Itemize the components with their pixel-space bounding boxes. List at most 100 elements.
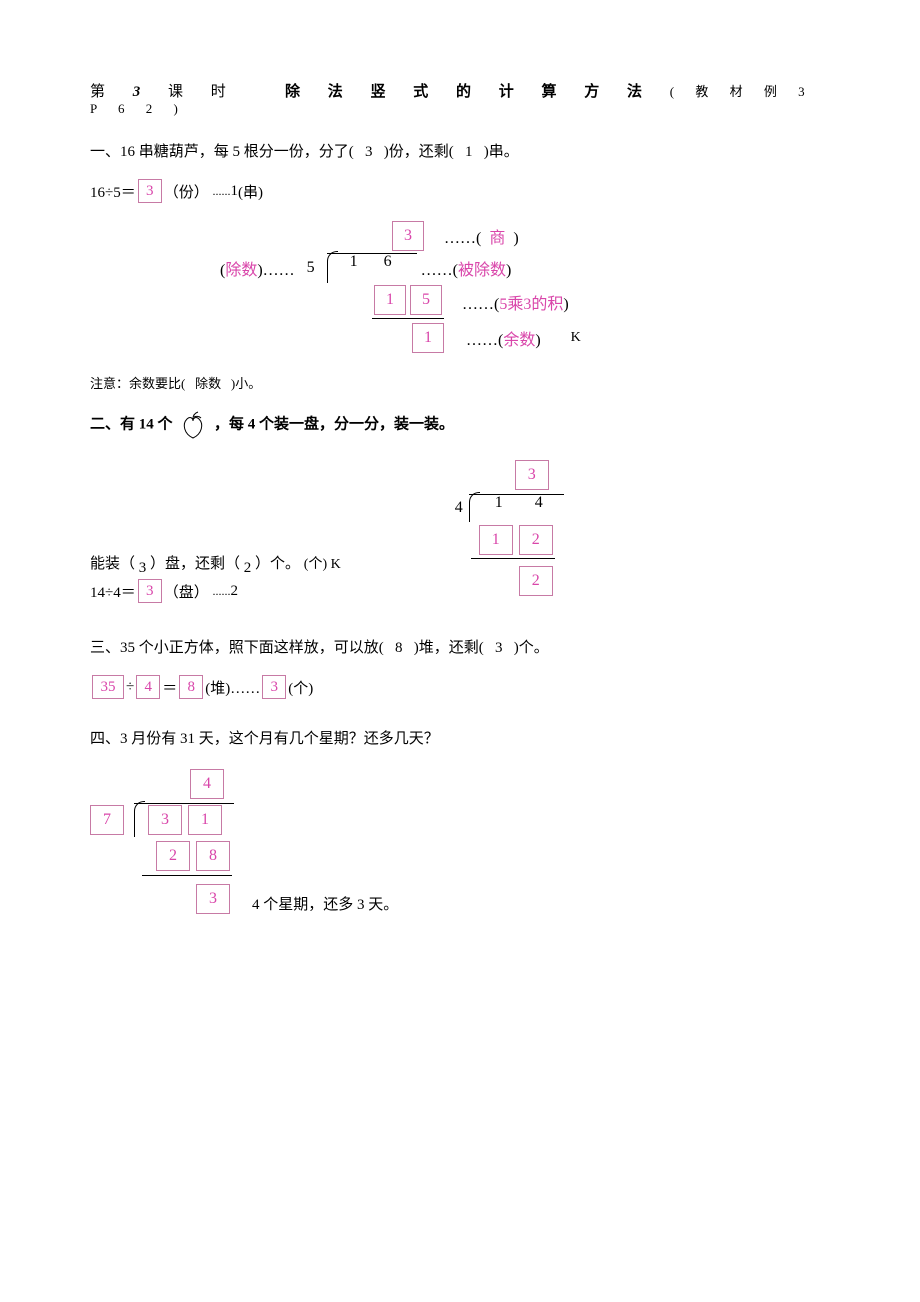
q1-div-quotient: 3 xyxy=(392,221,424,251)
q2-left-b: ）盘，还剩（ xyxy=(150,556,240,572)
q2-eq-b: （盘） xyxy=(164,581,209,602)
title-main: 除 法 竖 式 的 计 算 方 法 xyxy=(285,84,654,100)
q1-eq-box: 3 xyxy=(138,179,162,203)
q2-div-p1: 1 xyxy=(479,525,513,555)
q1-divisor-label: (除数)…… xyxy=(220,256,295,280)
q1-note-blank: 除数 xyxy=(195,376,221,391)
q2-left: 能装（ 3 ）盘，还剩（ 2 ）个。 (个) K 14÷4＝ 3 （盘） ...… xyxy=(90,552,341,621)
q1-eq-b: （份） xyxy=(164,181,209,202)
q3-blank2: 3 xyxy=(495,640,503,656)
q2-div-d1: 1 xyxy=(481,494,517,512)
q2-left-b2: 2 xyxy=(244,560,252,576)
q1-note-a: 注意：余数要比( xyxy=(90,376,185,391)
q3-eq-u2: (个) xyxy=(288,677,313,698)
lesson-title: 第 3 课 时 除 法 竖 式 的 计 算 方 法 ( 教 材 例 3 P 6 … xyxy=(90,80,830,118)
q1-prod-1: 1 xyxy=(374,285,406,315)
q2-div-divisor: 4 xyxy=(431,499,469,517)
q1-note: 注意：余数要比( 除数 )小。 xyxy=(90,373,830,392)
q1-rl-text: 余数 xyxy=(503,332,535,349)
q4-div-rem: 3 xyxy=(196,884,230,914)
q1-dl-text: 除数 xyxy=(225,262,257,279)
q4-long-division: 4 7 3 1 2 8 3 xyxy=(90,766,232,914)
q2-eq-dots: ...... xyxy=(213,584,231,599)
q3-text-b: )堆，还剩( xyxy=(414,640,484,656)
q1-dvl-end: ) xyxy=(506,262,511,279)
q1-quotient-label: ……( 商 ) xyxy=(444,224,519,248)
q4-div-p1: 2 xyxy=(156,841,190,871)
q3-equation: 35 ÷ 4 ＝ 8 (堆)…… 3 (个) xyxy=(90,675,830,699)
title-mid: 课 时 xyxy=(168,84,238,100)
q1-dividend-2: 6 xyxy=(373,253,403,271)
q1-rl-end: ) xyxy=(535,332,540,349)
q3-text-a: 三、35 个小正方体，照下面这样放，可以放( xyxy=(90,640,384,656)
q1-note-b: )小。 xyxy=(231,376,261,391)
q1-equation: 16÷5＝ 3 （份） ...... 1 (串) xyxy=(90,179,830,203)
q2-text-b: ，每 4 个装一盘，分一分，装一装。 xyxy=(214,416,454,432)
q2-div-rem: 2 xyxy=(519,566,553,596)
q1-pl-end: ) xyxy=(563,296,568,313)
q1-dividend-label: ……(被除数) xyxy=(421,256,512,280)
q3-eq-b3: 8 xyxy=(179,675,203,699)
q1-dl-dots: )…… xyxy=(257,262,294,279)
q1-trail-k: K xyxy=(571,330,581,346)
peach-icon xyxy=(176,410,210,440)
q2-left-c: ）个。 xyxy=(255,556,300,572)
q1-eq-c: (串) xyxy=(238,181,263,202)
q4-div-q: 4 xyxy=(190,769,224,799)
q2-eq-box: 3 xyxy=(138,579,162,603)
q1-text-b: )份，还剩( xyxy=(384,144,454,160)
q3-eq-b1: 35 xyxy=(92,675,124,699)
q2-div-q: 3 xyxy=(515,460,549,490)
q3-text: 三、35 个小正方体，照下面这样放，可以放( 8 )堆，还剩( 3 )个。 xyxy=(90,636,830,657)
q1-pl-text: 5乘3的积 xyxy=(499,296,563,313)
q3-text-c: )个。 xyxy=(514,640,549,656)
q3-eq-u1: (堆)…… xyxy=(205,677,260,698)
q3-eq-div: ÷ xyxy=(126,679,134,696)
q2-eq-a: 14÷4＝ xyxy=(90,581,136,602)
q1-text-c: )串。 xyxy=(484,144,519,160)
q1-dividend-1: 1 xyxy=(339,253,369,271)
q3-eq-b4: 3 xyxy=(262,675,286,699)
q1-blank2: 1 xyxy=(465,144,473,160)
q3-eq-b2: 4 xyxy=(136,675,160,699)
q4-div-divisor: 7 xyxy=(90,805,124,835)
q4-body: 4 7 3 1 2 8 3 xyxy=(90,766,830,924)
q1-ql-end: ) xyxy=(513,230,518,247)
q2-text: 二、有 14 个 ，每 4 个装一盘，分一分，装一装。 xyxy=(90,410,830,440)
q1-blank1: 3 xyxy=(365,144,373,160)
q1-ql-dots: ……( xyxy=(444,230,481,247)
q4-answer: 4 个星期，还多 3 天。 xyxy=(252,893,398,914)
q2-eq-rem: 2 xyxy=(231,583,239,600)
q4-div-d1: 3 xyxy=(148,805,182,835)
q2-left-unit: (个) K xyxy=(304,557,341,572)
q4-text: 四、3 月份有 31 天，这个月有几个星期？还多几天？ xyxy=(90,727,830,748)
q2-div-p2: 2 xyxy=(519,525,553,555)
q2-text-a: 二、有 14 个 xyxy=(90,416,173,432)
q2-long-division: 3 4 1 4 1 2 2 xyxy=(431,458,557,596)
q1-eq-a: 16÷5＝ xyxy=(90,181,136,202)
q1-ql-text: 商 xyxy=(489,230,505,247)
q1-rl-dots: ……( xyxy=(466,332,503,349)
q4-div-p2: 8 xyxy=(196,841,230,871)
q1-text: 一、16 串糖葫芦，每 5 根分一份，分了( 3 )份，还剩( 1 )串。 xyxy=(90,140,830,161)
q1-eq-dots: ...... xyxy=(213,184,231,199)
q4-div-d2: 1 xyxy=(188,805,222,835)
q1-prod-2: 5 xyxy=(410,285,442,315)
q3-eq-eq: ＝ xyxy=(162,677,177,698)
q1-dvl-text: 被除数 xyxy=(458,262,506,279)
q1-pl-dots: ……( xyxy=(462,296,499,313)
title-prefix: 第 xyxy=(90,84,117,100)
q2-left-b1: 3 xyxy=(139,560,147,576)
q1-rem-label: ……(余数) xyxy=(466,326,541,350)
q1-text-a: 一、16 串糖葫芦，每 5 根分一份，分了( xyxy=(90,144,354,160)
q2-left-a: 能装（ xyxy=(90,556,135,572)
lesson-number: 3 xyxy=(133,84,153,100)
q3-blank1: 8 xyxy=(395,640,403,656)
q2-body: 能装（ 3 ）盘，还剩（ 2 ）个。 (个) K 14÷4＝ 3 （盘） ...… xyxy=(90,458,830,621)
q1-eq-rem: 1 xyxy=(231,183,239,200)
q1-divisor: 5 xyxy=(295,259,327,277)
q1-long-division: 3 ……( 商 ) (除数)…… 5 1 6 ……(被除数) 1 5 xyxy=(220,221,830,353)
q1-prod-label: ……(5乘3的积) xyxy=(462,290,569,314)
q1-dvl-dots: ……( xyxy=(421,262,458,279)
q1-rem: 1 xyxy=(412,323,444,353)
